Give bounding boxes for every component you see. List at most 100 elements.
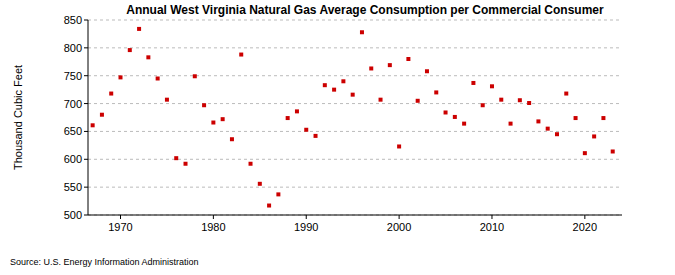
- point: [184, 162, 188, 166]
- point: [221, 117, 225, 121]
- x-tick-label: 2010: [480, 221, 504, 233]
- x-tick-label: 1980: [201, 221, 225, 233]
- point: [471, 81, 475, 85]
- point: [211, 121, 215, 125]
- y-axis-label: Thousand Cubic Feet: [12, 65, 24, 170]
- point: [249, 162, 253, 166]
- point: [527, 101, 531, 105]
- x-tick-label: 2000: [387, 221, 411, 233]
- y-tick-label: 500: [64, 209, 82, 221]
- x-tick: [584, 215, 585, 219]
- point: [379, 98, 383, 102]
- point: [592, 134, 596, 138]
- x-tick-label: 1990: [294, 221, 318, 233]
- point: [351, 93, 355, 97]
- point: [360, 30, 364, 34]
- point: [128, 48, 132, 52]
- point: [323, 83, 327, 87]
- y-tick: [84, 47, 88, 48]
- point: [499, 98, 503, 102]
- point: [91, 123, 95, 127]
- x-tick: [120, 215, 121, 219]
- grid-line: [88, 103, 622, 104]
- point: [583, 151, 587, 155]
- background: [0, 0, 675, 275]
- y-tick: [84, 20, 88, 21]
- point: [119, 75, 123, 79]
- point: [555, 132, 559, 136]
- point: [332, 88, 336, 92]
- grid-line: [88, 159, 622, 160]
- y-tick-label: 750: [64, 70, 82, 82]
- point: [388, 63, 392, 67]
- point: [193, 74, 197, 78]
- x-tick-label: 1970: [108, 221, 132, 233]
- point: [601, 116, 605, 120]
- y-axis: [88, 20, 89, 215]
- point: [444, 110, 448, 114]
- point: [509, 122, 513, 126]
- point: [546, 127, 550, 131]
- point: [574, 116, 578, 120]
- y-tick: [84, 159, 88, 160]
- point: [564, 92, 568, 96]
- y-tick-label: 600: [64, 153, 82, 165]
- point: [425, 69, 429, 73]
- point: [304, 128, 308, 132]
- title: Annual West Virginia Natural Gas Average…: [126, 3, 604, 17]
- point: [109, 92, 113, 96]
- y-tick-label: 800: [64, 42, 82, 54]
- point: [174, 156, 178, 160]
- chart: Annual West Virginia Natural Gas Average…: [0, 0, 675, 275]
- y-tick: [84, 131, 88, 132]
- x-axis: [88, 215, 622, 216]
- point: [406, 57, 410, 61]
- point: [536, 119, 540, 123]
- point: [314, 134, 318, 138]
- point: [137, 27, 141, 31]
- point: [462, 122, 466, 126]
- point: [611, 149, 615, 153]
- point: [230, 137, 234, 141]
- y-tick-label: 700: [64, 98, 82, 110]
- point: [369, 66, 373, 70]
- x-tick: [399, 215, 400, 219]
- y-tick: [84, 75, 88, 76]
- point: [397, 144, 401, 148]
- point: [156, 77, 160, 81]
- point: [453, 115, 457, 119]
- point: [434, 90, 438, 94]
- point: [258, 182, 262, 186]
- grid-line: [88, 215, 622, 216]
- y-tick: [84, 187, 88, 188]
- y-tick-label: 550: [64, 181, 82, 193]
- grid-line: [88, 187, 622, 188]
- point: [295, 109, 299, 113]
- points: [91, 27, 615, 208]
- point: [416, 99, 420, 103]
- x-tick-label: 2020: [573, 221, 597, 233]
- point: [146, 55, 150, 59]
- grid-line: [88, 20, 622, 21]
- point: [286, 116, 290, 120]
- x-tick: [213, 215, 214, 219]
- grid-line: [88, 75, 622, 76]
- point: [490, 84, 494, 88]
- point: [100, 113, 104, 117]
- grid-line: [88, 131, 622, 132]
- point: [239, 53, 243, 57]
- source: Source: U.S. Energy Information Administ…: [10, 257, 199, 267]
- point: [481, 103, 485, 107]
- point: [341, 79, 345, 83]
- x-tick: [491, 215, 492, 219]
- grid-line: [88, 47, 622, 48]
- point: [518, 98, 522, 102]
- point: [202, 103, 206, 107]
- y-tick: [84, 215, 88, 216]
- point: [165, 98, 169, 102]
- x-tick: [306, 215, 307, 219]
- point: [267, 204, 271, 208]
- point: [276, 192, 280, 196]
- y-tick-label: 650: [64, 125, 82, 137]
- y-tick-label: 850: [64, 14, 82, 26]
